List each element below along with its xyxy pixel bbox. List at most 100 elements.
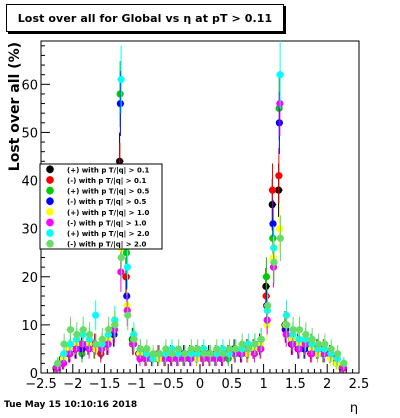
- data-point: [116, 99, 124, 108]
- legend-marker: [46, 208, 54, 216]
- y-tick-label: 50: [21, 126, 38, 141]
- y-tick-label: 30: [21, 223, 38, 238]
- data-point: [60, 359, 68, 367]
- data-point: [264, 302, 272, 310]
- data-point: [302, 330, 310, 339]
- data-point: [282, 330, 290, 339]
- legend-marker: [46, 197, 54, 205]
- y-axis-label: Lost over all (%): [7, 42, 23, 171]
- legend-label: (-) with p T/|q| > 0.1: [67, 177, 147, 186]
- data-point: [268, 186, 277, 194]
- x-tick-label: −1.5: [89, 377, 121, 392]
- data-point: [232, 345, 240, 353]
- data-point: [181, 350, 189, 358]
- data-point: [66, 340, 74, 348]
- x-tick-label: −0.5: [152, 377, 184, 392]
- legend-marker: [46, 239, 54, 248]
- data-point: [327, 345, 335, 353]
- legend-marker: [46, 165, 54, 174]
- data-point: [308, 335, 316, 343]
- x-tick-label: 0: [196, 377, 204, 392]
- data-point: [276, 71, 284, 79]
- x-axis-label: η: [350, 401, 358, 414]
- data-point: [155, 350, 164, 358]
- data-point: [276, 234, 284, 242]
- data-point: [105, 326, 113, 334]
- data-point: [194, 345, 202, 353]
- data-point: [117, 75, 125, 84]
- data-point: [79, 326, 87, 334]
- data-point: [238, 340, 246, 348]
- data-point: [130, 335, 138, 343]
- data-point: [269, 220, 277, 228]
- data-point: [136, 345, 145, 353]
- data-point: [283, 321, 291, 329]
- x-tick-label: −1: [127, 377, 146, 392]
- legend-label: (-) with p T/|q| > 0.5: [67, 198, 147, 207]
- series-8: [53, 215, 348, 370]
- legend-label: (+) with p T/|q| > 0.1: [67, 166, 150, 175]
- legend-marker: [46, 176, 54, 184]
- legend-box: [39, 163, 163, 250]
- data-point: [251, 340, 259, 348]
- data-point: [123, 263, 132, 271]
- data-point: [262, 273, 270, 281]
- data-point: [314, 340, 323, 348]
- data-point: [257, 335, 265, 343]
- data-point: [124, 311, 132, 319]
- data-point: [111, 321, 119, 329]
- x-tick-label: 2.5: [349, 377, 370, 392]
- data-point: [143, 345, 151, 353]
- data-point: [60, 340, 68, 348]
- x-tick-label: 1.5: [285, 377, 306, 392]
- data-point: [117, 253, 125, 262]
- chart-title: Lost over all for Global vs η at pT > 0.…: [6, 4, 284, 32]
- legend-label: (-) with p T/|q| > 1.0: [67, 219, 147, 228]
- data-point: [168, 350, 176, 358]
- data-point: [276, 225, 284, 233]
- data-point: [244, 345, 253, 353]
- y-tick-label: 20: [21, 271, 38, 286]
- data-point: [187, 345, 195, 353]
- y-tick-label: 60: [21, 78, 38, 93]
- x-tick-label: 1: [259, 377, 267, 392]
- legend-label: (-) with p T/|q| > 2.0: [67, 241, 147, 250]
- data-point: [219, 350, 227, 358]
- legend-marker: [46, 218, 54, 227]
- y-tick-label: 10: [21, 319, 38, 334]
- legend-marker: [46, 229, 54, 237]
- data-point: [92, 340, 100, 348]
- data-point: [334, 350, 342, 358]
- data-point: [175, 345, 183, 353]
- y-tick-label: 0: [30, 367, 38, 382]
- legend-label: (+) with p T/|q| > 0.5: [67, 188, 150, 197]
- data-point: [122, 249, 131, 257]
- data-point: [270, 258, 278, 266]
- data-point: [92, 311, 100, 319]
- data-point: [213, 345, 221, 353]
- data-point: [117, 268, 125, 276]
- data-point: [206, 350, 215, 358]
- data-point: [73, 330, 81, 339]
- data-point: [340, 359, 348, 367]
- x-tick-label: −2: [63, 377, 82, 392]
- legend-marker: [46, 186, 54, 195]
- data-point: [85, 330, 94, 339]
- data-point: [122, 273, 130, 281]
- legend-label: (+) with p T/|q| > 1.0: [67, 209, 150, 218]
- data-point: [295, 326, 304, 334]
- data-point: [66, 326, 75, 334]
- x-tick-label: 0.5: [221, 377, 242, 392]
- data-point: [98, 335, 106, 343]
- data-point: [200, 350, 208, 358]
- data-point: [162, 345, 170, 353]
- data-point: [54, 359, 62, 367]
- footer-timestamp: Tue May 15 10:10:16 2018: [4, 400, 138, 410]
- data-point: [225, 345, 234, 353]
- y-tick-label: 40: [21, 175, 38, 190]
- data-point: [275, 119, 283, 127]
- x-tick-label: 2: [323, 377, 331, 392]
- data-point: [275, 172, 283, 180]
